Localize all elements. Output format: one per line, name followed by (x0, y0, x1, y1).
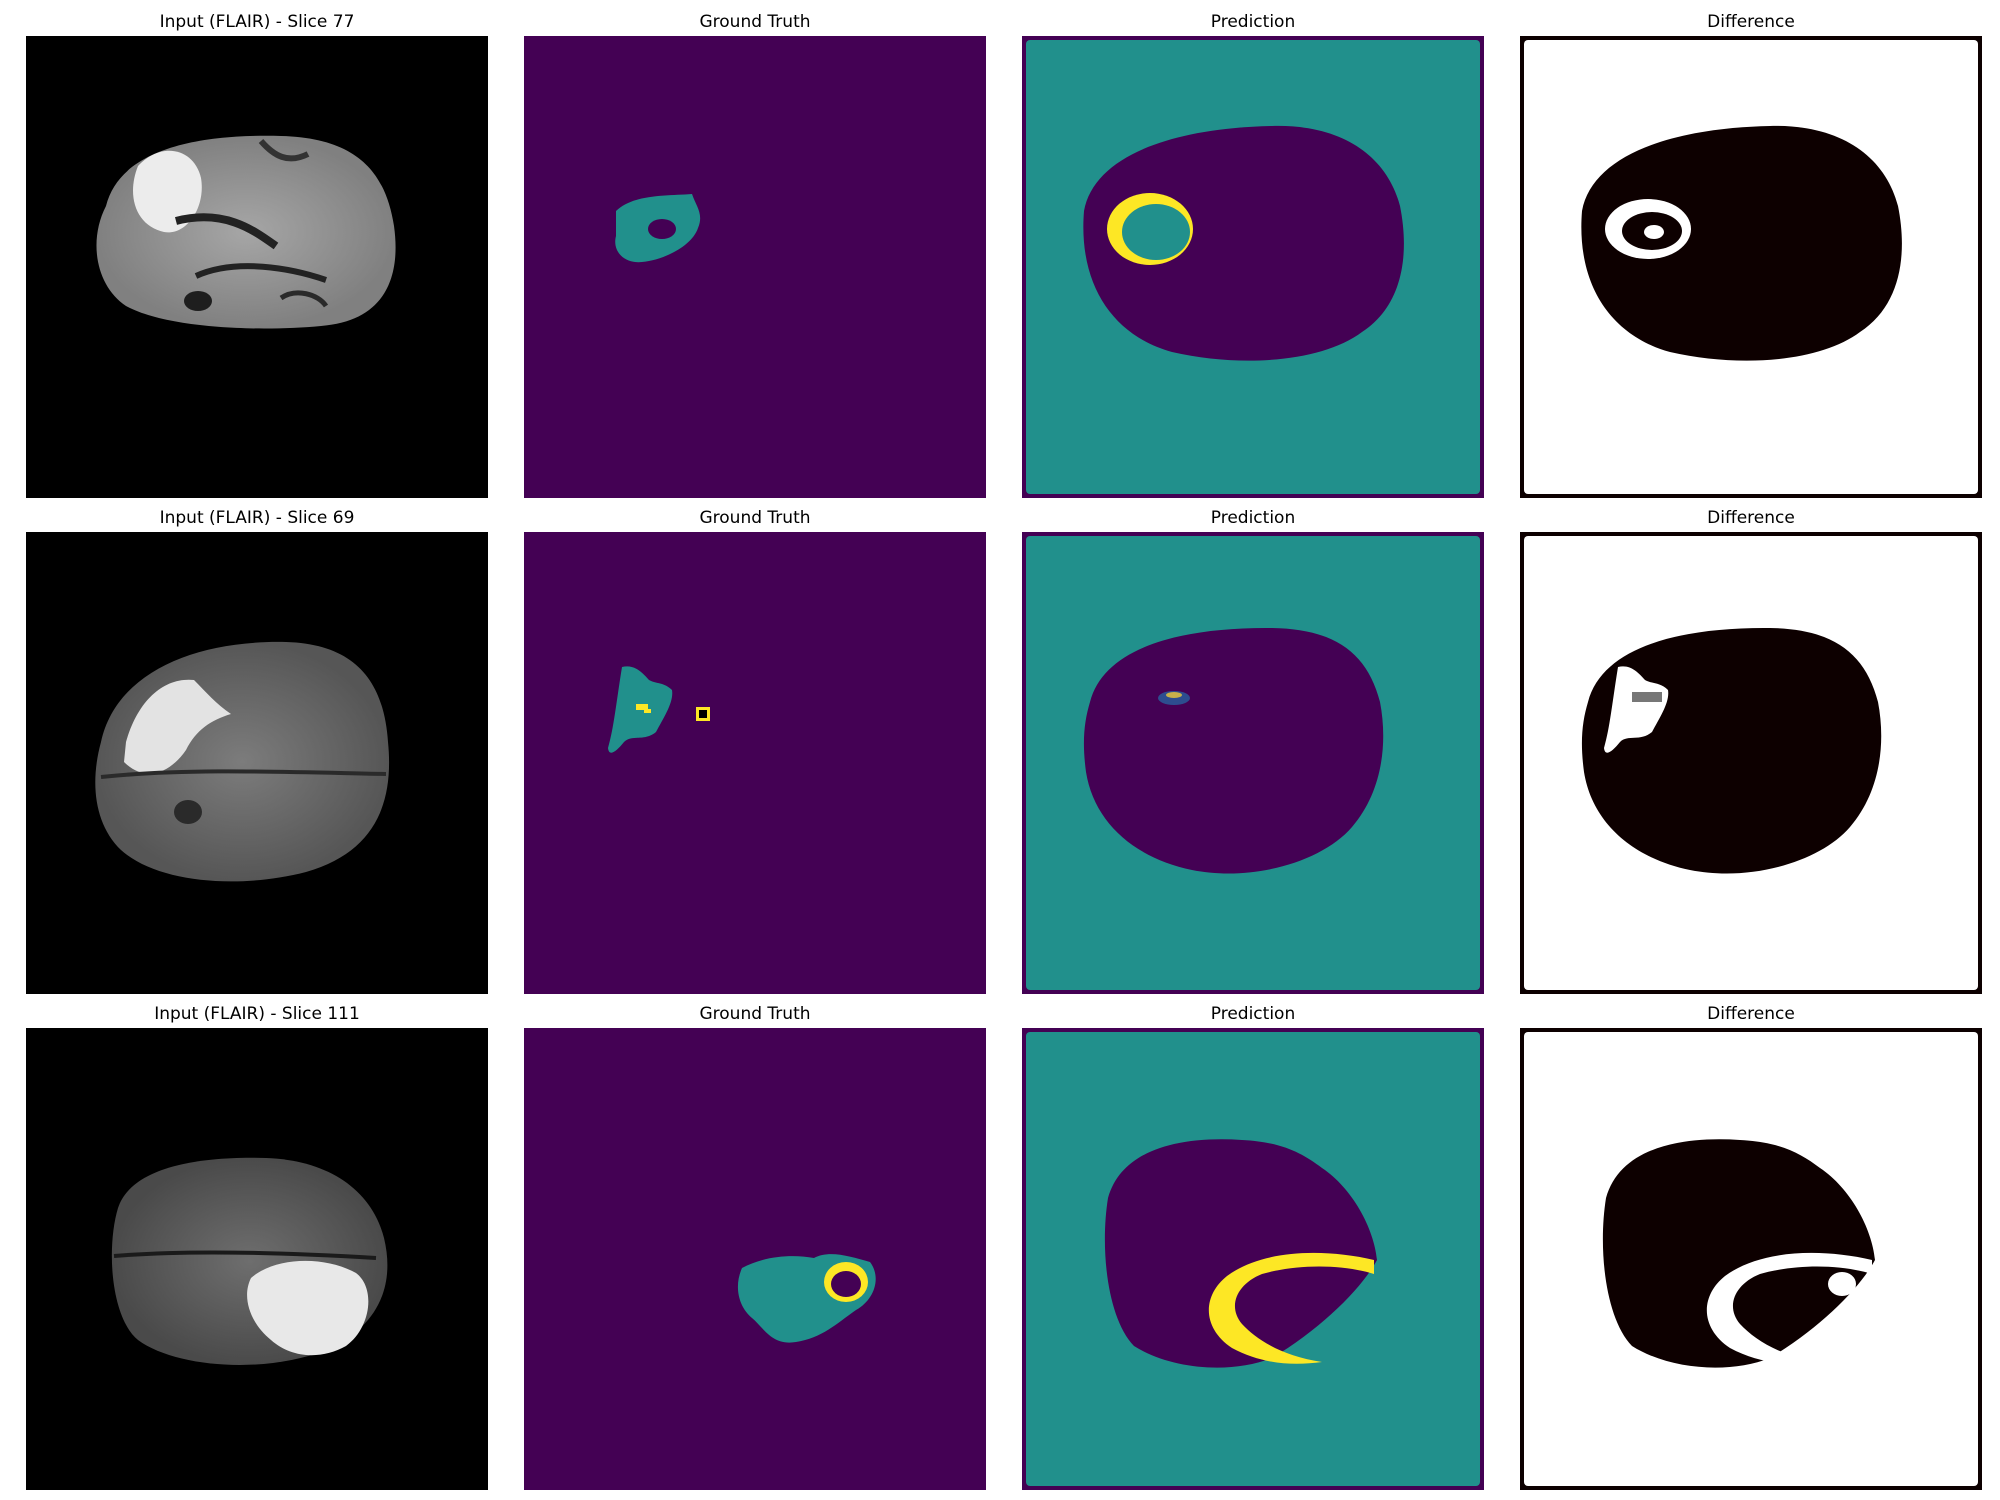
prediction-mask-slice-111 (1022, 1028, 1484, 1490)
difference-map-slice-69 (1520, 532, 1982, 994)
flair-image-slice-69 (26, 532, 488, 994)
difference-map-slice-111 (1520, 1028, 1982, 1490)
panel-title-input-slice-77: Input (FLAIR) - Slice 77 (159, 12, 355, 32)
ground-truth-mask-slice-77 (524, 36, 986, 498)
panel-title-difference: Difference (1707, 12, 1795, 32)
panel-title-prediction: Prediction (1210, 508, 1296, 528)
panel-title-input-slice-111: Input (FLAIR) - Slice 111 (154, 1004, 360, 1024)
panel-title-prediction: Prediction (1210, 1004, 1296, 1024)
prediction-mask-slice-69 (1022, 532, 1484, 994)
panel-title-ground-truth: Ground Truth (699, 1004, 811, 1024)
ground-truth-mask-slice-111 (524, 1028, 986, 1490)
panel-title-ground-truth: Ground Truth (699, 12, 811, 32)
panel-title-ground-truth: Ground Truth (699, 508, 811, 528)
panel-title-prediction: Prediction (1210, 12, 1296, 32)
flair-image-slice-77 (26, 36, 488, 498)
panel-title-difference: Difference (1707, 508, 1795, 528)
panel-title-difference: Difference (1707, 1004, 1795, 1024)
prediction-mask-slice-77 (1022, 36, 1484, 498)
difference-map-slice-77 (1520, 36, 1982, 498)
ground-truth-mask-slice-69 (524, 532, 986, 994)
flair-image-slice-111 (26, 1028, 488, 1490)
panel-title-input-slice-69: Input (FLAIR) - Slice 69 (159, 508, 355, 528)
